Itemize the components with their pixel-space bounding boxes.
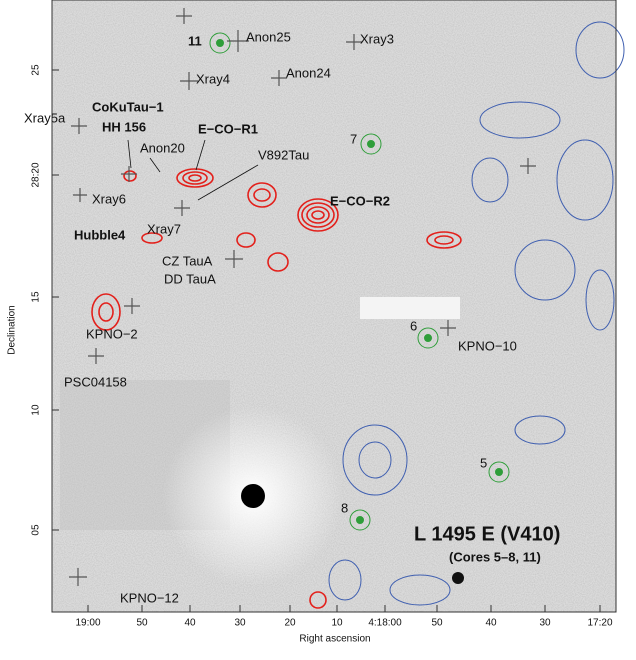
y-tick-label: 15 xyxy=(31,291,42,303)
source-label: KPNO−10 xyxy=(458,338,517,353)
red-contours xyxy=(91,168,462,609)
x-tick-label: 17:20 xyxy=(587,618,612,629)
core-label: 6 xyxy=(410,318,417,333)
y-tick-label: 28:20 xyxy=(31,162,42,187)
x-tick-label: 19:00 xyxy=(75,618,100,629)
x-tick-label: 40 xyxy=(184,618,196,629)
y-axis-label: Declination xyxy=(7,305,18,354)
source-label: E−CO−R2 xyxy=(330,193,390,208)
source-label: Xray5a xyxy=(24,110,66,125)
source-label: Xray7 xyxy=(147,221,181,236)
title: L 1495 E (V410) xyxy=(414,523,560,545)
x-tick-label: 40 xyxy=(485,618,497,629)
cross-markers xyxy=(69,8,536,586)
source-label: Anon20 xyxy=(140,140,185,155)
y-tick-label: 25 xyxy=(31,64,42,76)
source-label: CoKuTau−1 xyxy=(92,99,164,114)
source-label: HH 156 xyxy=(102,119,146,134)
blue-contours xyxy=(328,21,625,606)
x-tick-label: 10 xyxy=(331,618,343,629)
source-label: Hubble4 xyxy=(74,227,126,242)
x-tick-label: 4:18:00 xyxy=(368,618,402,629)
core-label: 7 xyxy=(350,131,357,146)
source-label: DD TauA xyxy=(164,271,216,286)
core-label: 11 xyxy=(188,33,202,48)
y-tick-label: 05 xyxy=(31,524,42,536)
source-label: KPNO−12 xyxy=(120,590,179,605)
core-label: 5 xyxy=(480,455,487,470)
source-label: KPNO−2 xyxy=(86,326,138,341)
x-tick-label: 30 xyxy=(539,618,551,629)
axes xyxy=(52,69,601,612)
x-tick-label: 50 xyxy=(431,618,443,629)
source-label: Anon24 xyxy=(286,65,331,80)
core-label: 8 xyxy=(341,500,348,515)
source-label: Xray3 xyxy=(360,31,394,46)
labels: 11 7 6 5 8 Anon25 Xray3 Xray4 Anon24 Xra… xyxy=(24,29,560,605)
source-label: E−CO−R1 xyxy=(198,121,258,136)
y-tick-label: 10 xyxy=(31,404,42,416)
source-label: V892Tau xyxy=(258,147,309,162)
x-tick-label: 30 xyxy=(234,618,246,629)
source-label: Anon25 xyxy=(246,29,291,44)
x-tick-label: 50 xyxy=(136,618,148,629)
subtitle: (Cores 5–8, 11) xyxy=(449,549,541,564)
source-label: Xray4 xyxy=(196,71,230,86)
pointer-lines xyxy=(127,139,259,201)
x-axis-label: Right ascension xyxy=(299,634,370,645)
x-tick-label: 20 xyxy=(284,618,296,629)
source-label: PSC04158 xyxy=(64,374,127,389)
core-markers xyxy=(209,32,510,531)
source-label: Xray6 xyxy=(92,191,126,206)
frame xyxy=(51,0,617,613)
source-label: CZ TauA xyxy=(162,253,213,268)
